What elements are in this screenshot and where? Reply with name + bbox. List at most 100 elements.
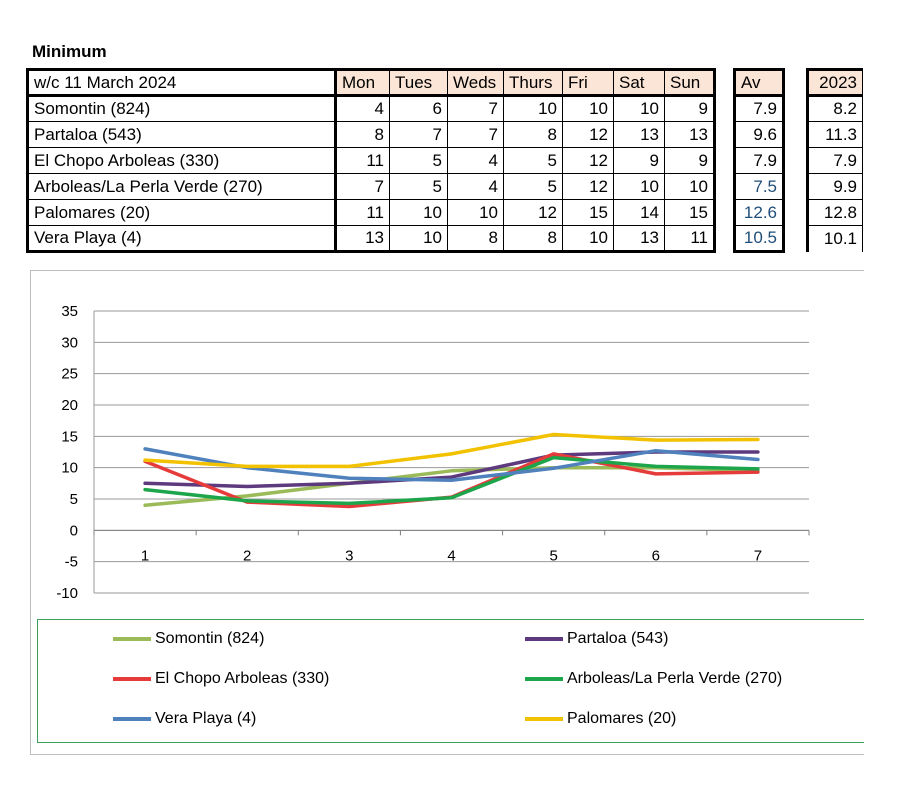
temp-cell: 12 <box>562 121 614 148</box>
year-cell: 11.3 <box>807 121 863 148</box>
temp-cell: 9 <box>613 147 665 174</box>
average-cell: 7.9 <box>734 147 784 174</box>
temp-cell: 13 <box>613 225 665 252</box>
temp-cell: 4 <box>447 147 504 174</box>
temp-cell: 12 <box>503 199 563 226</box>
y-tick-label: 20 <box>61 397 78 414</box>
temp-cell: 7 <box>389 121 448 148</box>
year-header: 2023 <box>807 69 863 97</box>
temp-cell: 10 <box>389 199 448 226</box>
y-tick-label: 30 <box>61 334 78 351</box>
table-row: Partaloa (543) 8 7 7 8 12 13 13 <box>27 121 716 148</box>
temperature-table: w/c 11 March 2024 Mon Tues Weds Thurs Fr… <box>26 68 716 253</box>
legend-swatch <box>525 717 563 721</box>
chart-area: -10 -5 0 5 10 15 20 25 30 35 1 2 3 4 5 6 7 <box>30 270 864 755</box>
y-tick-label: -10 <box>56 585 78 602</box>
temp-cell: 7 <box>447 95 504 122</box>
year-cell: 12.8 <box>807 199 863 226</box>
table-row: El Chopo Arboleas (330) 11 5 4 5 12 9 9 <box>27 147 716 174</box>
x-tick-label: 3 <box>345 547 353 564</box>
year-cell: 7.9 <box>807 147 863 174</box>
x-tick-label: 1 <box>141 547 149 564</box>
legend-entry: El Chopo Arboleas (330) <box>113 670 329 688</box>
day-header: Weds <box>447 69 504 97</box>
average-table: Av 7.9 9.6 7.9 7.5 12.6 10.5 <box>733 68 785 253</box>
temp-cell: 8 <box>335 121 390 148</box>
week-label: w/c 11 March 2024 <box>27 69 337 97</box>
day-header: Thurs <box>503 69 563 97</box>
page-title: Minimum <box>32 42 107 61</box>
temp-cell: 10 <box>664 173 716 200</box>
temp-cell: 9 <box>664 147 716 174</box>
legend-entry: Arboleas/La Perla Verde (270) <box>525 670 782 688</box>
temp-cell: 4 <box>335 95 390 122</box>
legend-label: Vera Playa (4) <box>155 710 257 727</box>
y-tick-label: -5 <box>65 554 78 571</box>
year-table: 2023 8.2 11.3 7.9 9.9 12.8 10.1 <box>806 68 863 252</box>
day-header: Fri <box>562 69 614 97</box>
y-tick-label: 0 <box>70 522 78 539</box>
year-cell: 8.2 <box>807 95 863 122</box>
average-cell: 10.5 <box>734 225 784 252</box>
day-header: Mon <box>335 69 390 97</box>
station-name: El Chopo Arboleas (330) <box>27 147 337 174</box>
temp-cell: 5 <box>503 147 563 174</box>
temp-cell: 15 <box>562 199 614 226</box>
temp-cell: 12 <box>562 147 614 174</box>
temp-cell: 10 <box>447 199 504 226</box>
temp-cell: 10 <box>562 95 614 122</box>
legend-swatch <box>113 717 151 721</box>
legend-label: Arboleas/La Perla Verde (270) <box>567 670 783 687</box>
table-row: Vera Playa (4) 13 10 8 8 10 13 11 <box>27 225 716 252</box>
temp-cell: 5 <box>389 173 448 200</box>
temp-cell: 11 <box>335 147 390 174</box>
temp-cell: 7 <box>335 173 390 200</box>
y-tick-label: 10 <box>61 460 78 477</box>
legend-entry: Palomares (20) <box>525 710 676 728</box>
temp-cell: 8 <box>503 121 563 148</box>
temp-cell: 8 <box>447 225 504 252</box>
legend-label: Partaloa (543) <box>567 630 669 647</box>
x-tick-label: 6 <box>652 547 660 564</box>
y-tick-label: 15 <box>61 428 78 445</box>
table-header-row: w/c 11 March 2024 Mon Tues Weds Thurs Fr… <box>27 69 716 97</box>
day-header: Sun <box>664 69 716 97</box>
day-header: Tues <box>389 69 448 97</box>
temp-cell: 7 <box>447 121 504 148</box>
legend-swatch <box>525 637 563 641</box>
temp-cell: 5 <box>389 147 448 174</box>
legend-swatch <box>113 637 151 641</box>
temp-cell: 9 <box>664 95 716 122</box>
station-name: Palomares (20) <box>27 199 337 226</box>
average-cell: 12.6 <box>734 199 784 226</box>
temp-cell: 10 <box>562 225 614 252</box>
legend-entry: Vera Playa (4) <box>113 710 256 728</box>
table-row: Somontin (824) 4 6 7 10 10 10 9 <box>27 95 716 122</box>
station-name: Partaloa (543) <box>27 121 337 148</box>
temp-cell: 5 <box>503 173 563 200</box>
temp-cell: 15 <box>664 199 716 226</box>
line-chart: -10 -5 0 5 10 15 20 25 30 35 1 2 3 4 5 6 7 <box>56 303 810 602</box>
legend-swatch <box>525 677 563 681</box>
series-line <box>143 455 760 506</box>
legend-label: Somontin (824) <box>155 630 265 647</box>
temp-cell: 11 <box>664 225 716 252</box>
y-tick-label: 5 <box>70 491 78 508</box>
temp-cell: 10 <box>613 95 665 122</box>
temp-cell: 10 <box>503 95 563 122</box>
year-cell: 9.9 <box>807 173 863 200</box>
temp-cell: 8 <box>503 225 563 252</box>
average-cell: 9.6 <box>734 121 784 148</box>
x-tick-label: 4 <box>447 547 455 564</box>
temp-cell: 13 <box>335 225 390 252</box>
temp-cell: 11 <box>335 199 390 226</box>
series-line <box>143 432 760 469</box>
legend-entry: Somontin (824) <box>113 630 264 648</box>
average-cell: 7.5 <box>734 173 784 200</box>
temp-cell: 14 <box>613 199 665 226</box>
station-name: Vera Playa (4) <box>27 225 337 252</box>
temp-cell: 13 <box>664 121 716 148</box>
temp-cell: 6 <box>389 95 448 122</box>
y-tick-label: 35 <box>61 303 78 320</box>
table-row: Arboleas/La Perla Verde (270) 7 5 4 5 12 10 10 <box>27 173 716 200</box>
